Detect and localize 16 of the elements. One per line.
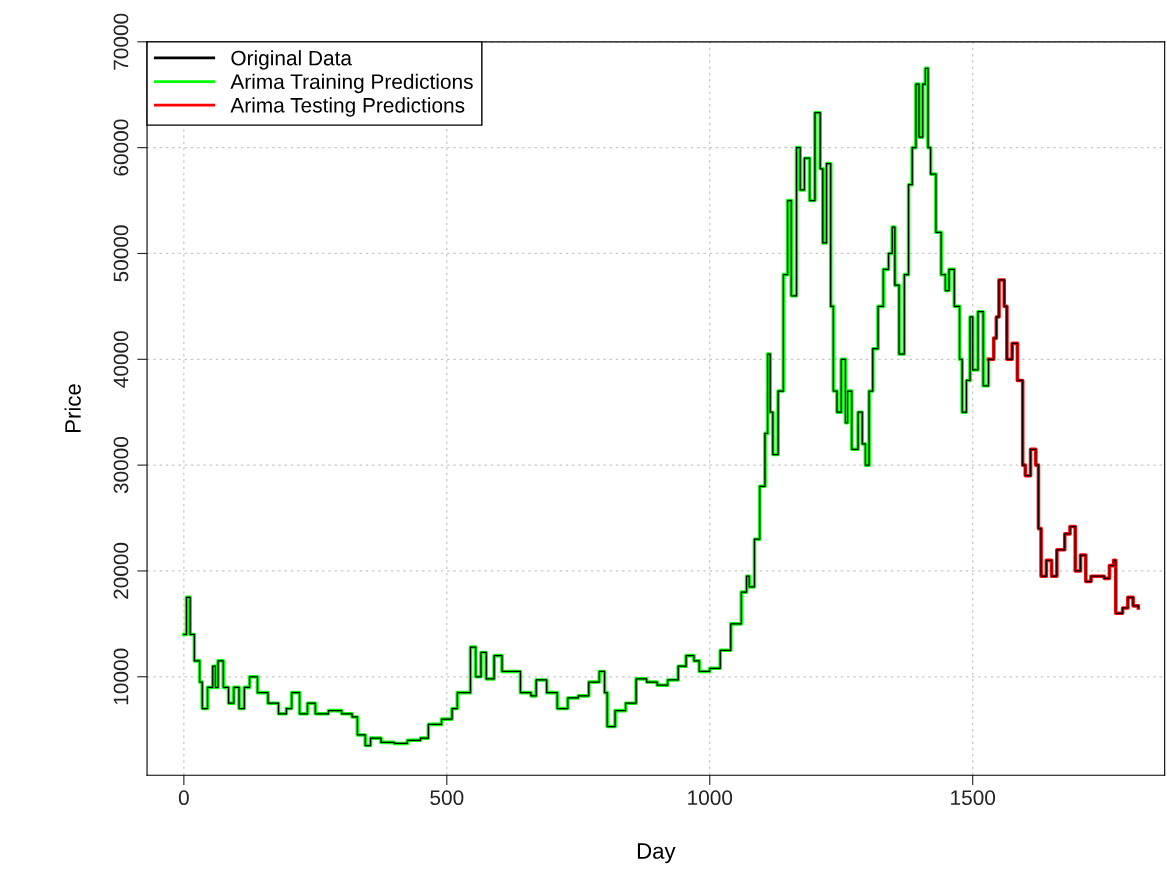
y-tick-label: 60000 xyxy=(113,119,129,176)
y-tick-label: 40000 xyxy=(113,331,129,388)
x-tick-label: 1500 xyxy=(951,790,996,806)
legend-label: Arima Training Predictions xyxy=(230,73,473,94)
legend-label: Original Data xyxy=(231,50,352,70)
y-tick-label: 30000 xyxy=(113,436,129,494)
x-tick-label: 1000 xyxy=(688,790,733,806)
y-tick-label: 10000 xyxy=(113,648,129,705)
y-tick-label: 20000 xyxy=(113,542,129,599)
x-tick-label: 0 xyxy=(178,790,189,806)
legend-label: Arima Testing Predictions xyxy=(230,97,465,117)
y-axis-title: Price xyxy=(64,384,81,432)
y-tick-label: 50000 xyxy=(113,225,129,282)
x-tick-label: 500 xyxy=(430,790,464,806)
x-axis-title: Day xyxy=(637,843,676,864)
y-tick-label: 70000 xyxy=(113,13,129,70)
